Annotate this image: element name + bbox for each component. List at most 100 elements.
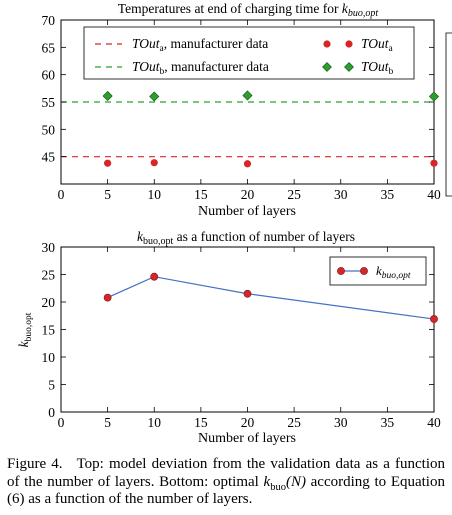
top-legend-series-b-marker-1	[322, 62, 332, 72]
top-point-a-1	[150, 159, 158, 167]
top-chart-title: Temperatures at end of charging time for…	[118, 1, 379, 19]
bottom-chart-title-sub: buo,opt	[143, 236, 174, 247]
top-y-tick-label: 70	[42, 13, 56, 28]
top-x-tick-label: 0	[58, 187, 65, 202]
top-legend-ref-a-name: TOut	[132, 36, 161, 51]
top-legend-ref-a-label: TOuta, manufacturer data	[132, 36, 268, 54]
bottom-legend-label-var: k	[376, 263, 382, 278]
top-legend-series-b-name: TOut	[361, 59, 390, 74]
top-point-b-2	[242, 90, 253, 101]
top-chart-title-var: k	[342, 1, 349, 16]
bot-y-tick-label: 5	[48, 378, 55, 393]
bottom-y-axis-label-sub: buo,opt	[24, 312, 34, 341]
top-chart-title-sub: buo,opt	[348, 8, 379, 19]
top-x-tick-label: 30	[334, 187, 348, 202]
bottom-point-2	[243, 289, 252, 298]
top-x-tick-label: 25	[287, 187, 301, 202]
bot-x-tick-label: 10	[148, 415, 162, 430]
bottom-chart-title-var: k	[137, 229, 144, 244]
bottom-legend-marker-1	[337, 267, 345, 275]
top-y-tick-label: 60	[42, 68, 56, 83]
top-chart: Temperatures at end of charging time for…	[42, 1, 452, 219]
top-point-a-2	[243, 160, 252, 168]
top-point-b-1	[149, 91, 160, 102]
figure-caption: Figure 4. Top: model deviation from the v…	[7, 456, 445, 509]
top-chart-title-main: Temperatures at end of charging time for	[118, 1, 342, 16]
top-reference-lines	[61, 101, 434, 158]
bottom-y-axis-label-var: k	[16, 340, 31, 347]
top-y-tick-label: 55	[42, 95, 56, 110]
caption-text-1: Top: model deviation from the validation…	[7, 456, 445, 490]
top-legend-series-a-label: TOuta	[361, 36, 394, 54]
top-x-tick-label: 35	[381, 187, 395, 202]
bottom-legend-label-sub: buo,opt	[382, 271, 411, 281]
top-legend: TOuta, manufacturer data TOuta TOutb, ma…	[83, 26, 415, 80]
bottom-point-1	[150, 272, 159, 281]
top-legend-series-a-name: TOut	[361, 36, 390, 51]
caption-k-sub: buo	[270, 481, 286, 493]
top-x-tick-label: 15	[194, 187, 208, 202]
top-legend-series-a-marker-2	[345, 40, 353, 48]
bot-x-tick-label: 0	[58, 415, 65, 430]
cropped-side-box	[445, 32, 452, 197]
top-x-axis: 0 5 10 15 20 25 30 35 40	[58, 20, 441, 202]
top-legend-ref-a-sub: a	[160, 44, 165, 54]
bot-y-tick-label: 15	[42, 323, 56, 338]
top-y-tick-label: 65	[42, 40, 56, 55]
top-legend-ref-b-sub: b	[160, 67, 165, 77]
top-x-axis-label: Number of layers	[198, 204, 296, 219]
bottom-x-axis: 0 5 10 15 20 25 30 35 40	[58, 247, 441, 430]
bot-x-tick-label: 15	[194, 415, 208, 430]
bottom-chart-title: kbuo,opt as a function of number of laye…	[137, 229, 355, 247]
caption-text-2: according to Equation (6) as a function …	[7, 473, 445, 508]
top-legend-frame	[83, 26, 415, 80]
bot-x-tick-label: 30	[334, 415, 348, 430]
bottom-y-axis-label: kbuo,opt	[16, 312, 34, 347]
top-legend-ref-b-suffix: , manufacturer data	[164, 59, 269, 74]
bottom-series-line	[107, 276, 435, 320]
top-legend-series-a-marker-1	[323, 40, 331, 48]
top-point-a-3	[430, 159, 438, 167]
top-legend-series-b-marker-2	[344, 62, 354, 72]
bottom-chart-title-main: as a function of number of layers	[173, 229, 355, 244]
top-y-axis: 45 50 55 60 65 70	[42, 13, 434, 165]
bot-y-tick-label: 10	[42, 350, 56, 365]
bot-x-tick-label: 5	[104, 415, 111, 430]
top-x-tick-label: 40	[427, 187, 441, 202]
bot-x-tick-label: 25	[287, 415, 301, 430]
bottom-point-3	[430, 315, 438, 323]
top-legend-series-b-sub: b	[389, 67, 394, 77]
top-x-tick-label: 20	[241, 187, 255, 202]
caption-n: (N)	[285, 473, 306, 490]
top-legend-ref-b-label: TOutb, manufacturer data	[132, 59, 269, 77]
caption-label: Figure 4.	[7, 456, 63, 472]
bottom-legend-marker-2	[360, 267, 368, 275]
bot-x-tick-label: 20	[241, 415, 255, 430]
top-point-a-0	[104, 159, 112, 167]
bot-x-tick-label: 40	[427, 415, 441, 430]
bot-y-tick-label: 30	[42, 240, 56, 255]
top-x-tick-label: 10	[148, 187, 162, 202]
bottom-legend: kbuo,opt	[329, 256, 427, 286]
bottom-x-axis-label: Number of layers	[198, 431, 296, 446]
top-legend-ref-b-name: TOut	[132, 59, 161, 74]
bottom-point-0	[103, 293, 112, 302]
top-data-marks	[102, 90, 440, 168]
bot-y-tick-label: 25	[42, 268, 56, 283]
bottom-chart: kbuo,opt as a function of number of laye…	[16, 229, 441, 446]
top-legend-ref-a-suffix: , manufacturer data	[164, 36, 269, 51]
top-y-tick-label: 45	[42, 150, 56, 165]
top-legend-series-a-sub: a	[389, 44, 394, 54]
bot-x-tick-label: 35	[381, 415, 395, 430]
top-legend-series-b-label: TOutb	[361, 59, 394, 77]
top-point-b-3	[428, 91, 440, 102]
bottom-legend-label: kbuo,opt	[376, 263, 411, 281]
caption-k: k	[263, 473, 271, 490]
top-y-tick-label: 50	[42, 122, 56, 137]
top-point-b-0	[102, 90, 113, 102]
top-x-tick-label: 5	[104, 187, 111, 202]
bottom-y-axis: 0 5 10 15 20 25 30	[42, 240, 434, 420]
bottom-data-marks	[103, 272, 438, 323]
bot-y-tick-label: 0	[48, 405, 55, 420]
